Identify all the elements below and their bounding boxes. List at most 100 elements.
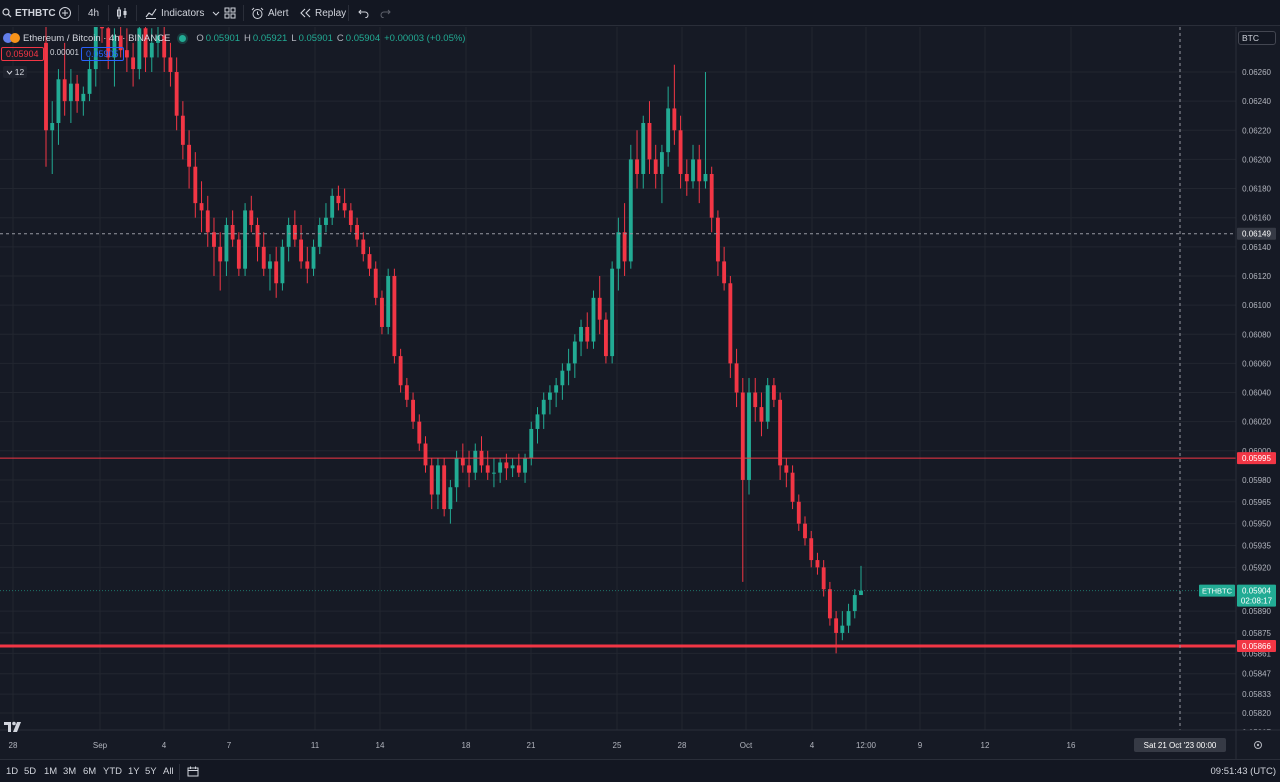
time-axis (0, 730, 1280, 759)
candle-body (44, 42, 48, 131)
currency-scale-button[interactable]: BTC (1238, 31, 1276, 45)
indicators-icon (145, 8, 157, 19)
candle-body (62, 79, 67, 102)
candle (168, 42, 173, 87)
undo-button[interactable] (358, 0, 369, 26)
goto-date-button[interactable] (187, 760, 199, 782)
candle (560, 363, 565, 400)
replay-button[interactable]: Replay (299, 0, 346, 26)
candle-body (666, 108, 671, 153)
candle-body (485, 465, 490, 473)
redo-button[interactable] (380, 0, 391, 26)
chart-type-button[interactable] (116, 0, 128, 26)
layouts-button[interactable] (224, 0, 236, 26)
candle-body (566, 363, 571, 371)
candle-body (585, 326, 590, 342)
indicators-collapse-button[interactable]: 12 (3, 66, 27, 78)
symbol-search[interactable]: ETHBTC (2, 0, 56, 26)
candle-body (678, 130, 683, 174)
candle-body (740, 392, 745, 480)
range-5d[interactable]: 5D (24, 765, 37, 777)
candle (268, 254, 272, 291)
plus-circle-icon (59, 7, 71, 19)
candle (398, 348, 403, 393)
axis-settings-icon (1254, 741, 1262, 749)
candle-body (572, 341, 577, 364)
sell-price-button[interactable]: 0.05904 (1, 47, 44, 61)
candle-body (672, 108, 677, 131)
candle (597, 275, 602, 335)
price-axis-tick: 0.06120 (1242, 272, 1271, 281)
candle (672, 64, 677, 145)
candle-body (87, 69, 92, 94)
candle (616, 217, 621, 291)
spread-value: 0.00001 (50, 48, 79, 57)
candle-body (398, 356, 403, 386)
rewind-icon (300, 8, 311, 18)
candle-body (467, 465, 471, 473)
candles-icon (117, 7, 127, 19)
candle (715, 210, 720, 276)
tradingview-logo-icon[interactable] (4, 721, 24, 733)
candle (796, 494, 801, 531)
candle-body (834, 618, 839, 633)
range-all[interactable]: All (163, 765, 174, 777)
time-axis-tick: 21 (527, 741, 536, 750)
candle-body (68, 83, 73, 102)
candle-body (728, 283, 733, 364)
candle-body (436, 465, 440, 495)
candle (205, 195, 210, 247)
candle-body (510, 465, 515, 469)
candle (498, 458, 503, 483)
chevron-down-icon (6, 70, 13, 75)
candle (815, 552, 820, 575)
candle-body (628, 159, 633, 262)
candle (367, 246, 372, 276)
range-5y[interactable]: 5Y (145, 765, 157, 777)
range-1d[interactable]: 1D (6, 765, 19, 777)
candle-body (635, 159, 639, 174)
candle (75, 74, 80, 113)
candle-body (149, 42, 154, 58)
buy-price-button[interactable]: 0.05905 (81, 47, 124, 61)
candle (709, 166, 714, 233)
utc-clock[interactable]: 09:51:43 (UTC) (1210, 765, 1276, 777)
price-chart[interactable]: 0.06260 0.06240 0.06220 0.06200 0.06180 0.061… (0, 27, 1280, 759)
interval-button[interactable]: 4h (88, 7, 100, 19)
candle (162, 27, 167, 72)
range-ytd[interactable]: YTD (103, 765, 122, 777)
candle-body (684, 173, 689, 182)
range-3m[interactable]: 3M (63, 765, 77, 777)
price-axis-tick: 0.06240 (1242, 97, 1271, 106)
chart-legend: Ethereum / Bitcoin · 4h · BINANCE O 0.059… (3, 31, 469, 45)
range-1y[interactable]: 1Y (128, 765, 140, 777)
range-6m[interactable]: 6M (83, 765, 97, 777)
alert-button[interactable]: Alert (251, 0, 289, 26)
candle (193, 152, 198, 218)
range-1m[interactable]: 1M (44, 765, 58, 777)
candle-body (174, 72, 179, 116)
candle (411, 392, 415, 429)
price-axis-tick: 0.06260 (1242, 68, 1271, 77)
candle-body (342, 203, 347, 211)
symbol-tag-bg (1199, 584, 1235, 597)
candle (68, 69, 73, 123)
candle-body (199, 203, 204, 211)
candle-body (448, 487, 453, 510)
candle-body (790, 472, 795, 502)
candle (759, 392, 764, 437)
candle-body (355, 224, 359, 240)
candle (100, 27, 104, 43)
candle (703, 72, 708, 189)
indicators-button[interactable]: Indicators (145, 0, 220, 26)
indicators-count: 12 (14, 67, 25, 77)
candle-body (380, 297, 384, 327)
candle (591, 290, 596, 349)
compare-button[interactable] (58, 0, 72, 26)
undo-icon (358, 9, 369, 18)
candle-body (100, 27, 104, 29)
price-axis-tick: 0.05833 (1242, 690, 1271, 699)
price-axis-tick: 0.05950 (1242, 520, 1271, 529)
time-axis-tick: 4 (162, 741, 167, 750)
candle-body (548, 392, 552, 400)
